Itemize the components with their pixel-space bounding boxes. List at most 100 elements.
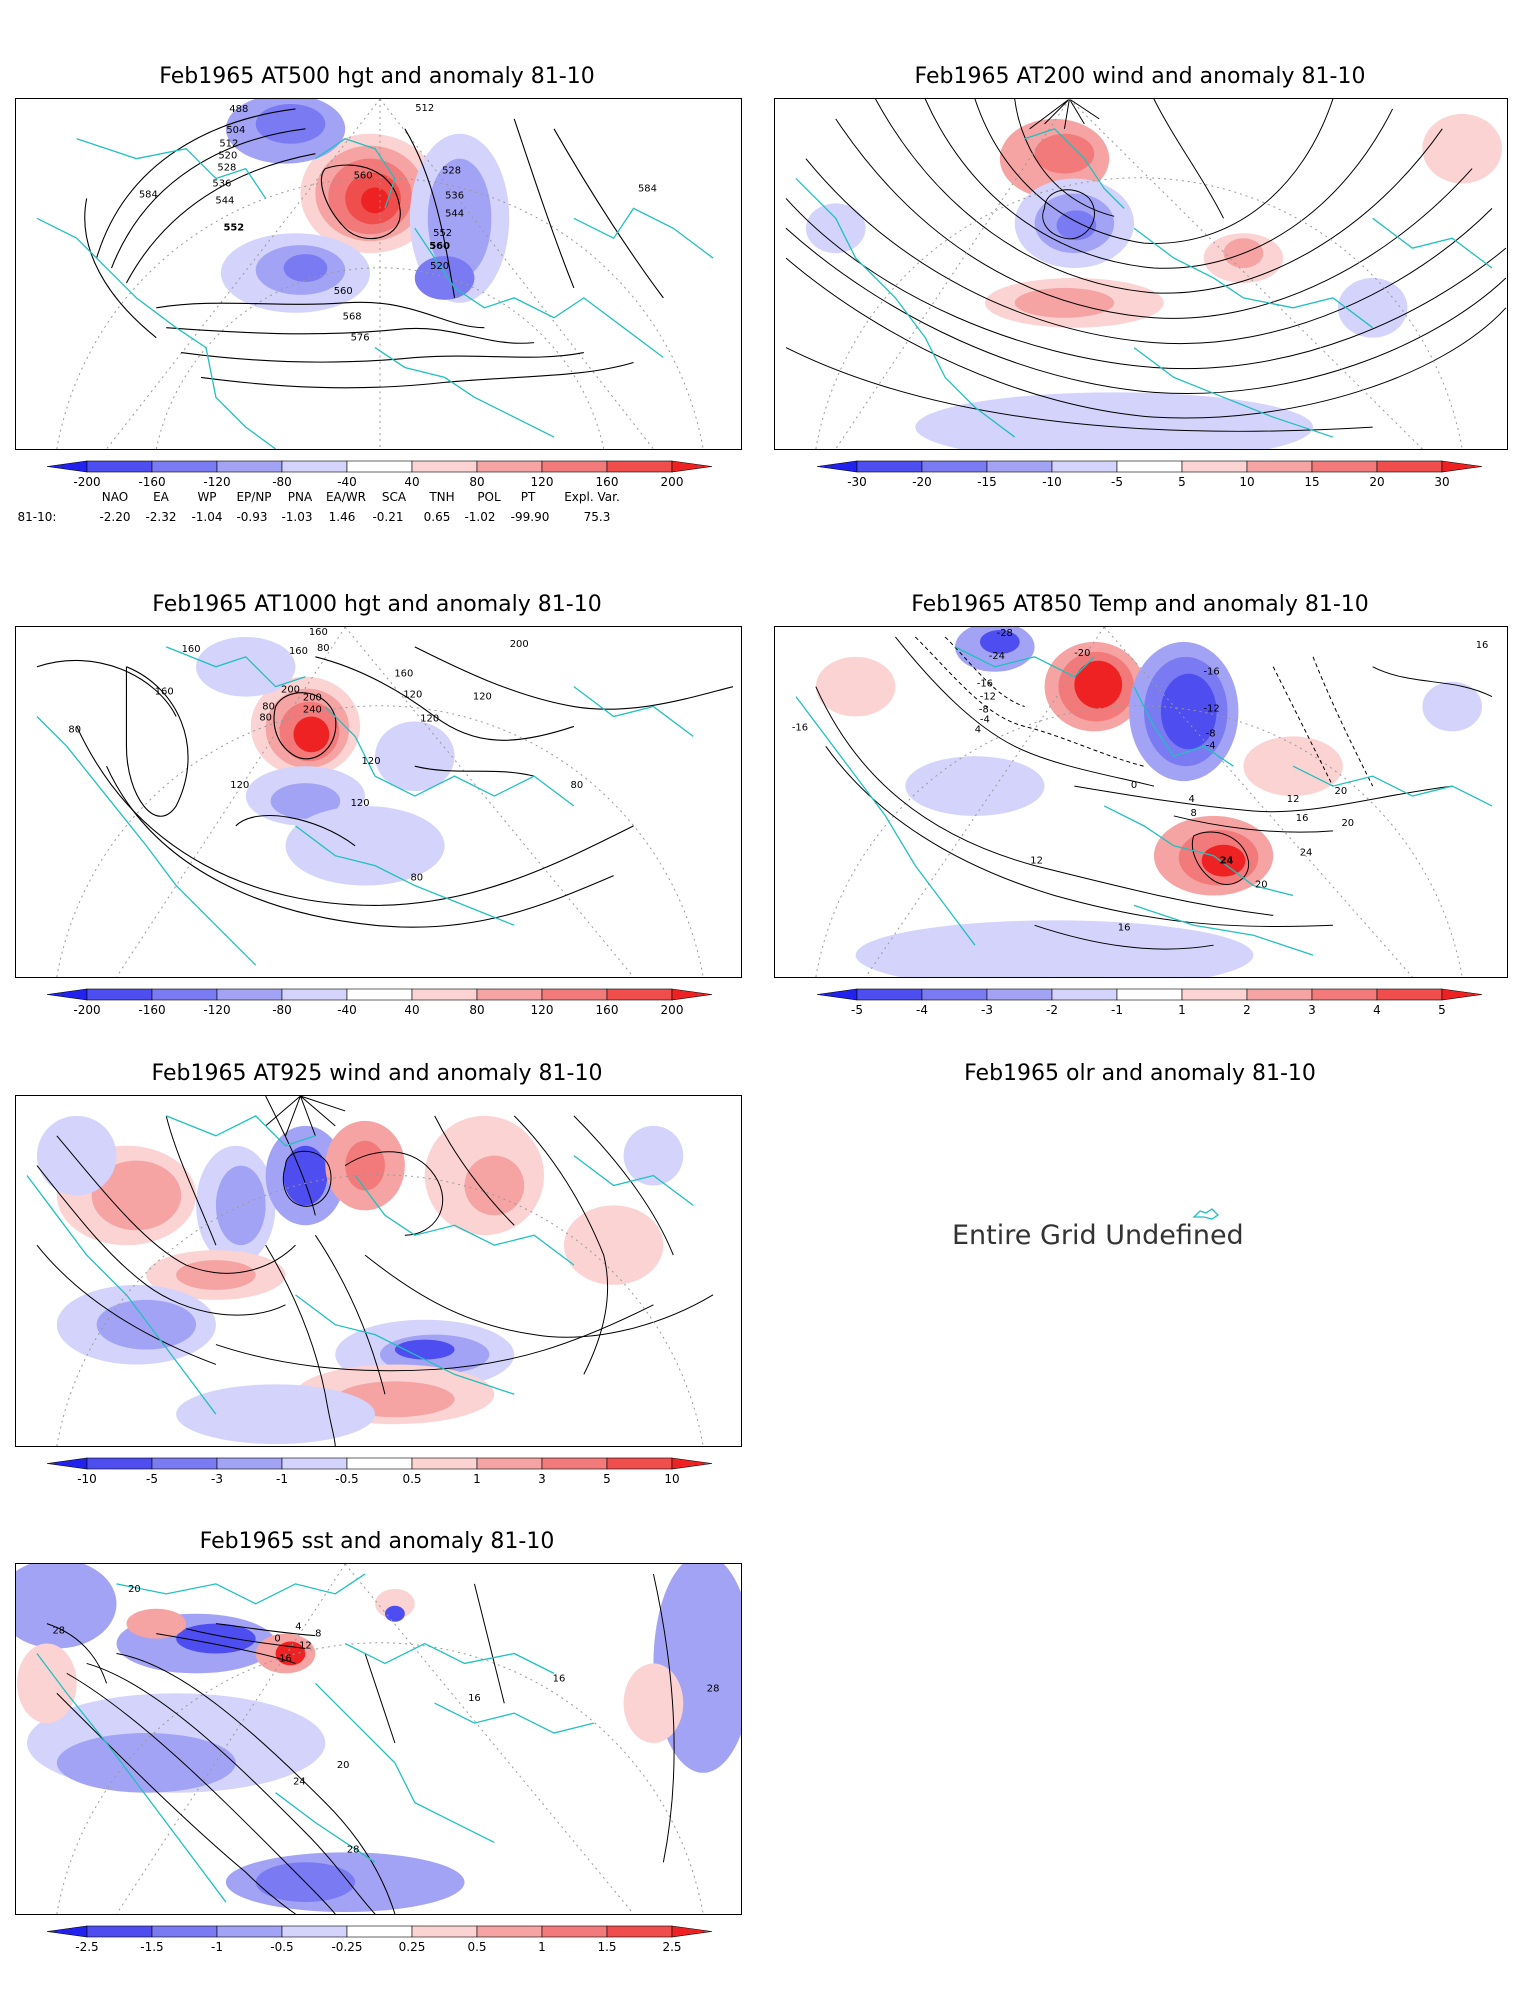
colorbar-segment	[986, 988, 1053, 1001]
contour-label: 16	[1296, 813, 1309, 824]
index-header: PNA	[287, 490, 313, 504]
index-header: PT	[520, 490, 536, 504]
contour-label-group: 488 504 512 520 528 536 544 552 560 568 …	[139, 103, 657, 344]
contour-label: 20	[1335, 786, 1348, 797]
colorbar-tick-label: 5	[1178, 475, 1186, 489]
contour-label: 16	[1476, 640, 1489, 651]
contour-label: 576	[351, 333, 370, 344]
coastlines	[36, 1573, 594, 1903]
colorbar-segment	[411, 460, 478, 473]
colorbar-tick-label: 30	[1434, 475, 1449, 489]
height-contours	[84, 108, 664, 389]
colorbar-tick-label: -5	[1111, 475, 1123, 489]
contour-label: 16	[468, 1693, 481, 1704]
colorbar-tick-label: 15	[1304, 475, 1319, 489]
map-svg	[26, 1096, 714, 1446]
colorbar-tick-label: -5	[851, 1003, 863, 1017]
contour-label: 80	[259, 712, 272, 723]
colorbar-svg: -30 -20 -15 -10 -5 5 10 15 20 30	[816, 460, 1483, 489]
map-at1000: 160 160 80 80 200 200 240 160 160 120 12…	[15, 626, 742, 978]
index-value: 1.46	[328, 510, 356, 524]
contour-label: 552	[433, 228, 452, 239]
colorbar-segment	[1311, 988, 1378, 1001]
contour-label: 584	[139, 189, 158, 200]
colorbar-arrow-right	[1441, 988, 1483, 1001]
colorbar-segment	[921, 988, 988, 1001]
contour-label: 28	[52, 1626, 65, 1637]
anomaly-shading	[805, 113, 1502, 449]
colorbar-tick-label: -2	[1046, 1003, 1058, 1017]
contour-label: 552	[223, 222, 244, 233]
colorbar-tick-label: -5	[146, 1472, 158, 1486]
colorbar-segment	[476, 460, 543, 473]
colorbar-tick-label: 160	[596, 475, 619, 489]
colorbar-segment	[86, 988, 153, 1001]
contour-label: 120	[420, 713, 439, 724]
colorbar-tick-label: -120	[203, 475, 230, 489]
colorbar-segment	[606, 988, 673, 1001]
colorbar-tick-label: -120	[203, 1003, 230, 1017]
contour-label-group: 28 20 16 12 8 4 0 20 24 28 28 16 16	[52, 1584, 719, 1856]
colorbar-segment	[541, 1457, 608, 1470]
map-svg: -28 -24 -20 -16 -12 -8 -4 4 -16 -12 -8 -…	[792, 627, 1493, 977]
contour-label: 120	[362, 756, 381, 767]
grid-lines	[815, 627, 1463, 977]
contour-label: 160	[155, 687, 174, 698]
index-row-label: 81-10:	[17, 510, 57, 524]
contour-label: 28	[347, 1844, 360, 1855]
contour-label: 560	[429, 241, 450, 252]
contour-label: -4	[1206, 740, 1216, 751]
contour-label: 504	[226, 125, 245, 136]
colorbar-tick-label: -10	[77, 1472, 97, 1486]
contour-label: 0	[274, 1634, 280, 1645]
index-value: -1.02	[464, 510, 496, 524]
colorbar-segment	[151, 460, 218, 473]
contour-label: 80	[68, 724, 81, 735]
anomaly-shading	[815, 627, 1483, 977]
colorbar-segment	[476, 988, 543, 1001]
colorbar-segment	[856, 460, 923, 473]
contour-label: 16	[553, 1673, 566, 1684]
colorbar-tick-label: 120	[531, 475, 554, 489]
contour-label: 120	[403, 690, 422, 701]
coastlines	[795, 128, 1493, 438]
contour-label: 160	[182, 644, 201, 655]
colorbar-tick-label: 10	[664, 1472, 679, 1486]
colorbar-at500: -200 -160 -120 -80 -40 40 80 120 160 200	[46, 460, 713, 491]
colorbar-segment	[86, 460, 153, 473]
index-header: SCA	[381, 490, 407, 504]
colorbar-tick-label: -3	[211, 1472, 223, 1486]
colorbar-segment	[151, 1457, 218, 1470]
colorbar-segment	[1181, 988, 1248, 1001]
contour-label: 120	[230, 780, 249, 791]
contour-label: 24	[293, 1777, 306, 1788]
contour-label: 584	[638, 183, 657, 194]
index-header: Expl. Var.	[564, 490, 620, 504]
map-at500: 488 504 512 520 528 536 544 552 560 568 …	[15, 98, 742, 450]
index-headers: NAO EA WP EP/NP PNA EA/WR SCA TNH POL PT…	[42, 490, 742, 506]
index-header: TNH	[429, 490, 455, 504]
colorbar-at850: -5 -4 -3 -2 -1 1 2 3 4 5	[816, 988, 1483, 1019]
colorbar-segment	[346, 1457, 413, 1470]
contour-label: 536	[445, 190, 464, 201]
map-svg: 28 20 16 12 8 4 0 20 24 28 28 16 16	[16, 1564, 741, 1914]
colorbar-segment	[281, 460, 348, 473]
colorbar-tick-label: -1	[211, 1940, 223, 1954]
map-svg: 488 504 512 520 528 536 544 552 560 568 …	[36, 99, 714, 449]
grid-lines	[56, 1564, 704, 1914]
colorbar-tick-label: -10	[1042, 475, 1062, 489]
colorbar-arrow-left	[816, 988, 858, 1001]
temp-contours	[815, 636, 1493, 950]
contour-label: 80	[262, 702, 275, 713]
contour-label: 160	[289, 646, 308, 657]
colorbar-segment	[86, 1925, 153, 1938]
panel-title: Feb1965 AT200 wind and anomaly 81-10	[914, 64, 1366, 89]
anomaly-shading	[16, 1564, 741, 1913]
contour-label: -4	[980, 714, 990, 725]
panel-olr: Feb1965 olr and anomaly 81-10 Entire Gri…	[772, 1055, 1508, 1255]
contour-label: 200	[510, 639, 529, 650]
colorbar-segment	[921, 460, 988, 473]
contour-label: -16	[1203, 667, 1219, 678]
contour-label: 20	[1341, 818, 1354, 829]
undefined-message: Entire Grid Undefined	[952, 1220, 1244, 1251]
